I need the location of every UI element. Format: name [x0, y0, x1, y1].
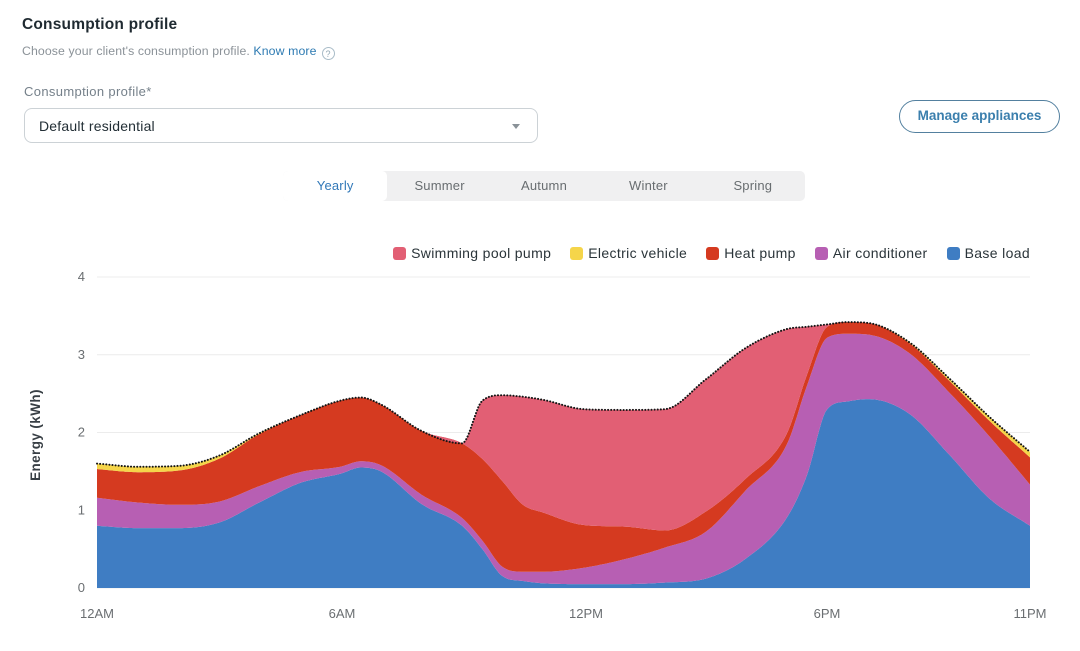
svg-text:3: 3 [78, 347, 85, 362]
svg-text:4: 4 [78, 269, 85, 284]
svg-text:6AM: 6AM [329, 606, 356, 621]
svg-text:2: 2 [78, 425, 85, 440]
svg-text:1: 1 [78, 503, 85, 518]
svg-text:11PM: 11PM [1014, 606, 1047, 621]
svg-text:12AM: 12AM [80, 606, 114, 621]
svg-text:12PM: 12PM [569, 606, 603, 621]
svg-text:6PM: 6PM [814, 606, 841, 621]
svg-text:Energy (kWh): Energy (kWh) [28, 389, 43, 481]
svg-text:0: 0 [78, 580, 85, 595]
